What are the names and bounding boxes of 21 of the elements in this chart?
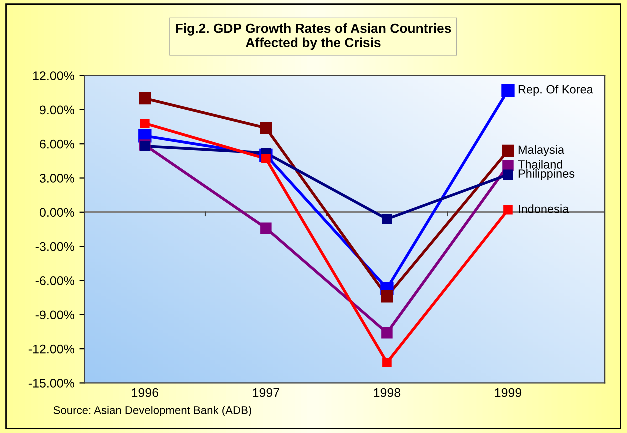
y-tick-label: 6.00% — [40, 140, 74, 149]
y-tick-label: 0.00% — [40, 208, 74, 218]
series-label: Thailand — [518, 160, 562, 169]
y-tick-label: -6.00% — [36, 276, 74, 286]
y-tick-label: -12.00% — [28, 344, 74, 354]
y-tick-label: -15.00% — [28, 379, 74, 388]
series-label: Indonesia — [519, 204, 570, 214]
x-tick-label: 1998 — [374, 388, 401, 398]
y-tick-label: -3.00% — [36, 242, 74, 252]
x-tick-label: 1999 — [495, 388, 522, 398]
y-tick-label: 9.00% — [40, 106, 74, 115]
y-tick-label: 3.00% — [40, 174, 74, 183]
source-note: Source: Asian Development Bank (ADB) — [54, 406, 252, 417]
y-tick-label: 12.00% — [33, 72, 74, 80]
series-label: Malaysia — [518, 145, 565, 156]
series-label: Philippines — [518, 169, 575, 180]
chart-title: Fig.2. GDP Growth Rates of Asian Countries Affected by the Crisis — [176, 24, 452, 50]
x-tick-label: 1996 — [132, 388, 159, 398]
y-tick-label: -9.00% — [36, 310, 74, 320]
series-label: Rep. Of Korea — [518, 85, 594, 96]
x-tick-label: 1997 — [253, 388, 280, 398]
